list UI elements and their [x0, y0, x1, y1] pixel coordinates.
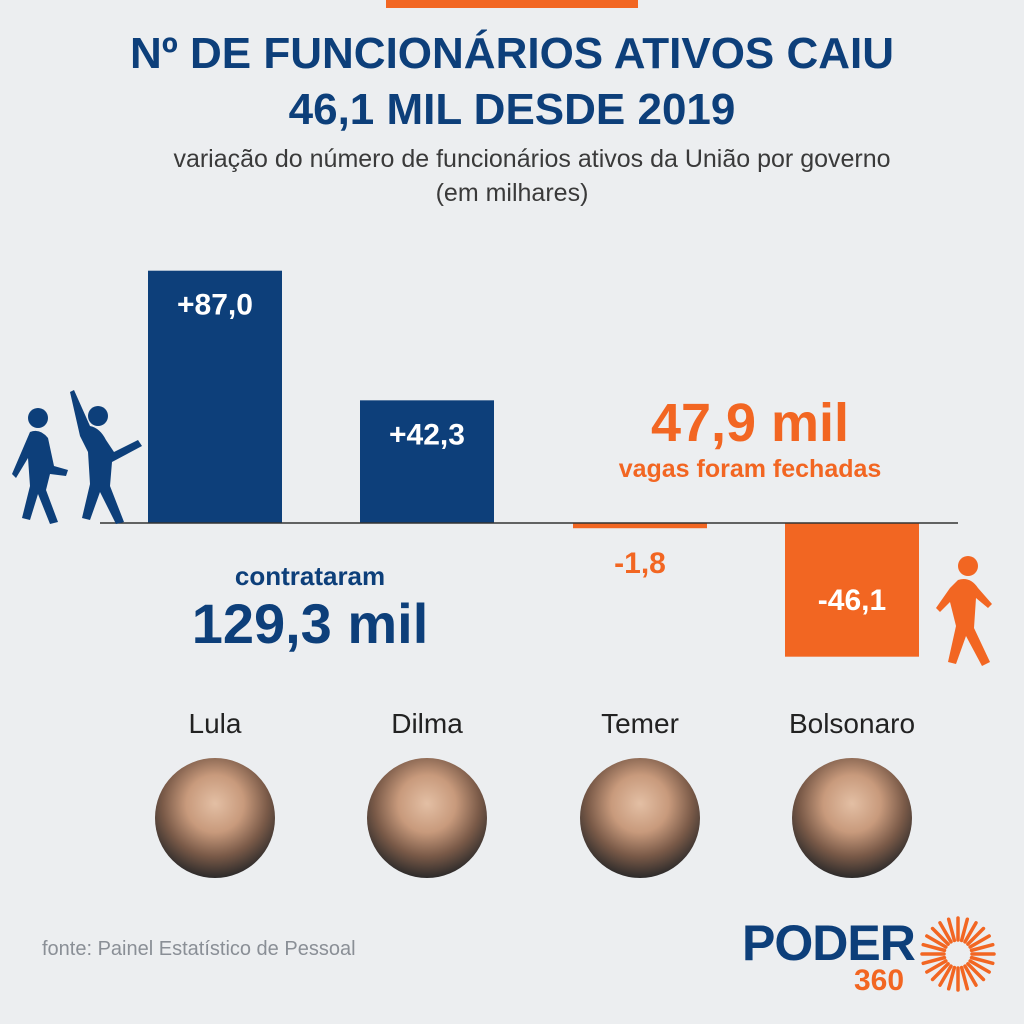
walking-figures-icon — [12, 390, 142, 524]
temer-portrait-icon — [580, 758, 700, 878]
closed-total: 47,9 mil — [650, 393, 850, 453]
subtitle-line-2: (em milhares) — [435, 179, 589, 207]
bar-value-label: +42,3 — [389, 418, 465, 451]
title-line-1: Nº DE FUNCIONÁRIOS ATIVOS CAIU — [129, 29, 895, 78]
top-accent-rule — [386, 0, 638, 8]
subtitle-line-1: variação do número de funcionários ativo… — [173, 145, 891, 173]
hired-total: 129,3 mil — [191, 592, 429, 655]
bars-group: +87,0 +42,3 -1,8 -46,1 — [148, 270, 919, 657]
bar-value-label: -46,1 — [818, 584, 886, 617]
person-name: Temer — [601, 708, 679, 739]
person-bolsonaro: Bolsonaro — [772, 708, 932, 878]
logo-word: PODER — [742, 915, 916, 971]
closed-annotation: 47,9 mil vagas foram fechadas — [580, 392, 920, 484]
closed-label: vagas foram fechadas — [618, 455, 882, 483]
lula-portrait-icon — [155, 758, 275, 878]
bar-lula — [148, 270, 282, 523]
title-line-2: 46,1 MIL DESDE 2019 — [288, 85, 736, 134]
bar-dilma — [360, 400, 494, 523]
bar-value-label: -1,8 — [614, 547, 666, 580]
bar-temer — [573, 523, 707, 529]
chart-title: Nº DE FUNCIONÁRIOS ATIVOS CAIU 46,1 MIL … — [0, 26, 1024, 138]
hired-label: contrataram — [234, 561, 386, 591]
bolsonaro-portrait-icon — [792, 758, 912, 878]
dilma-portrait-icon — [367, 758, 487, 878]
bar-bolsonaro — [785, 523, 919, 657]
person-dilma: Dilma — [347, 708, 507, 878]
hired-annotation: contrataram 129,3 mil — [160, 560, 460, 656]
poder360-logo: PODER 360 — [742, 914, 1002, 1004]
chart-subtitle: variação do número de funcionários ativo… — [0, 142, 1024, 210]
person-temer: Temer — [560, 708, 720, 878]
source-note: fonte: Painel Estatístico de Pessoal — [42, 938, 356, 960]
bar-value-label: +87,0 — [177, 289, 253, 322]
leaving-figure-icon — [936, 556, 992, 666]
person-lula: Lula — [135, 708, 295, 878]
person-name: Dilma — [391, 708, 463, 739]
person-name: Bolsonaro — [788, 708, 916, 739]
person-name: Lula — [188, 708, 242, 739]
sunburst-icon — [920, 916, 996, 992]
bar-chart: +87,0 +42,3 -1,8 -46,1 — [12, 270, 992, 666]
logo-number: 360 — [854, 964, 905, 997]
